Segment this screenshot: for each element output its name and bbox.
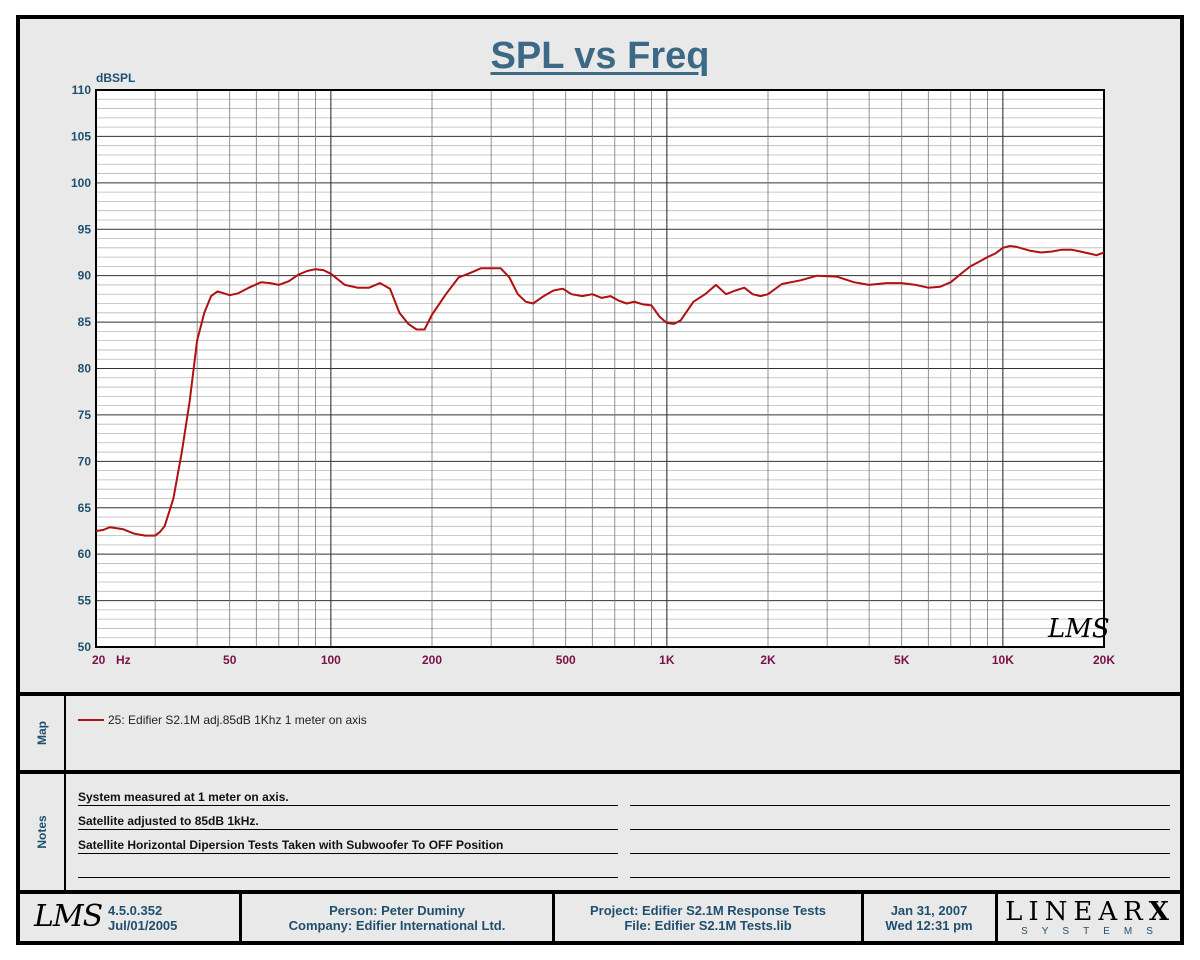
linearx-x: X: [1148, 897, 1175, 927]
x-tick-label: 2K: [760, 653, 776, 667]
footer-project-cell: Project: Edifier S2.1M Response Tests Fi…: [555, 894, 861, 941]
footer-separator-4: [995, 894, 998, 941]
linearx-sub: SYSTEMS: [1021, 926, 1167, 937]
footer-separator-3: [861, 894, 864, 941]
note-line-1: System measured at 1 meter on axis.: [78, 790, 618, 806]
footer-date: Jan 31, 2007: [890, 902, 968, 918]
map-section-label: Map: [20, 696, 66, 770]
divider-chart-map: [20, 692, 1180, 696]
footer-time: Wed 12:31 pm: [885, 917, 973, 933]
x-tick-label: 20K: [1093, 653, 1115, 667]
x-tick-label: 200: [422, 653, 442, 667]
divider-notes-footer: [20, 890, 1180, 894]
footer-version: 4.5.0.352: [108, 902, 163, 918]
footer-person-cell: Person: Peter Duminy Company: Edifier In…: [242, 894, 552, 941]
footer-version-cell: 4.5.0.352 Jul/01/2005: [108, 894, 238, 941]
y-axis-label: dBSPL: [96, 71, 135, 85]
note-right-line-3: [630, 838, 1170, 854]
y-tick-label: 100: [71, 176, 91, 190]
notes-section-label: Notes: [20, 774, 66, 890]
note-right-line-1: [630, 790, 1170, 806]
note-line-3: Satellite Horizontal Dipersion Tests Tak…: [78, 838, 618, 854]
footer-separator-2: [552, 894, 555, 941]
plot-border: [95, 89, 1105, 648]
lms-chart-logo: LMS: [1048, 614, 1110, 644]
footer-person: Person: Peter Duminy: [329, 902, 465, 918]
note-line-4: [78, 862, 618, 878]
linearx-logo: LINEARX SYSTEMS: [1005, 898, 1175, 937]
series-line-edifier: [95, 245, 1105, 537]
x-tick-label: 10K: [992, 653, 1014, 667]
y-tick-label: 105: [71, 129, 91, 143]
notes-label: Notes: [35, 815, 49, 849]
x-tick-label: 100: [321, 653, 341, 667]
legend-swatch: [78, 719, 104, 721]
lms-footer-logo: LMS: [34, 899, 103, 934]
y-tick-label: 80: [78, 362, 92, 376]
map-label: Map: [35, 721, 49, 745]
divider-map-notes: [20, 770, 1180, 774]
footer-company: Company: Edifier International Ltd.: [288, 917, 506, 933]
y-tick-label: 50: [78, 640, 92, 654]
x-tick-label: 20: [92, 653, 106, 667]
y-tick-label: 60: [78, 547, 92, 561]
y-tick-label: 95: [78, 222, 92, 236]
note-right-line-2: [630, 814, 1170, 830]
linearx-brand: LINEAR: [1005, 897, 1149, 927]
legend-entry: 25: Edifier S2.1M adj.85dB 1Khz 1 meter …: [78, 713, 367, 727]
y-tick-label: 55: [78, 594, 92, 608]
y-tick-label: 65: [78, 501, 92, 515]
x-tick-label: 50: [223, 653, 237, 667]
footer-project: Project: Edifier S2.1M Response Tests: [590, 902, 826, 918]
x-tick-label: 1K: [659, 653, 675, 667]
note-line-2: Satellite adjusted to 85dB 1kHz.: [78, 814, 618, 830]
x-tick-label: 500: [556, 653, 576, 667]
footer-date-cell: Jan 31, 2007 Wed 12:31 pm: [864, 894, 994, 941]
footer-version-date: Jul/01/2005: [108, 917, 178, 933]
chart-title: SPL vs Freq: [490, 35, 710, 77]
legend-text: 25: Edifier S2.1M adj.85dB 1Khz 1 meter …: [108, 713, 367, 727]
x-axis-unit-label: Hz: [116, 653, 131, 667]
y-tick-label: 70: [78, 454, 92, 468]
y-tick-label: 110: [72, 83, 92, 97]
footer-separator-1: [239, 894, 242, 941]
y-tick-label: 85: [78, 315, 92, 329]
report-frame: SPL vs Freq 50 55 60 65 70 75 80 85 90 95 100 105 11…: [16, 15, 1184, 945]
x-tick-label: 5K: [894, 653, 910, 667]
y-tick-label: 75: [78, 408, 92, 422]
y-tick-label: 90: [78, 269, 92, 283]
footer-file: File: Edifier S2.1M Tests.lib: [624, 917, 792, 933]
note-right-line-4: [630, 862, 1170, 878]
